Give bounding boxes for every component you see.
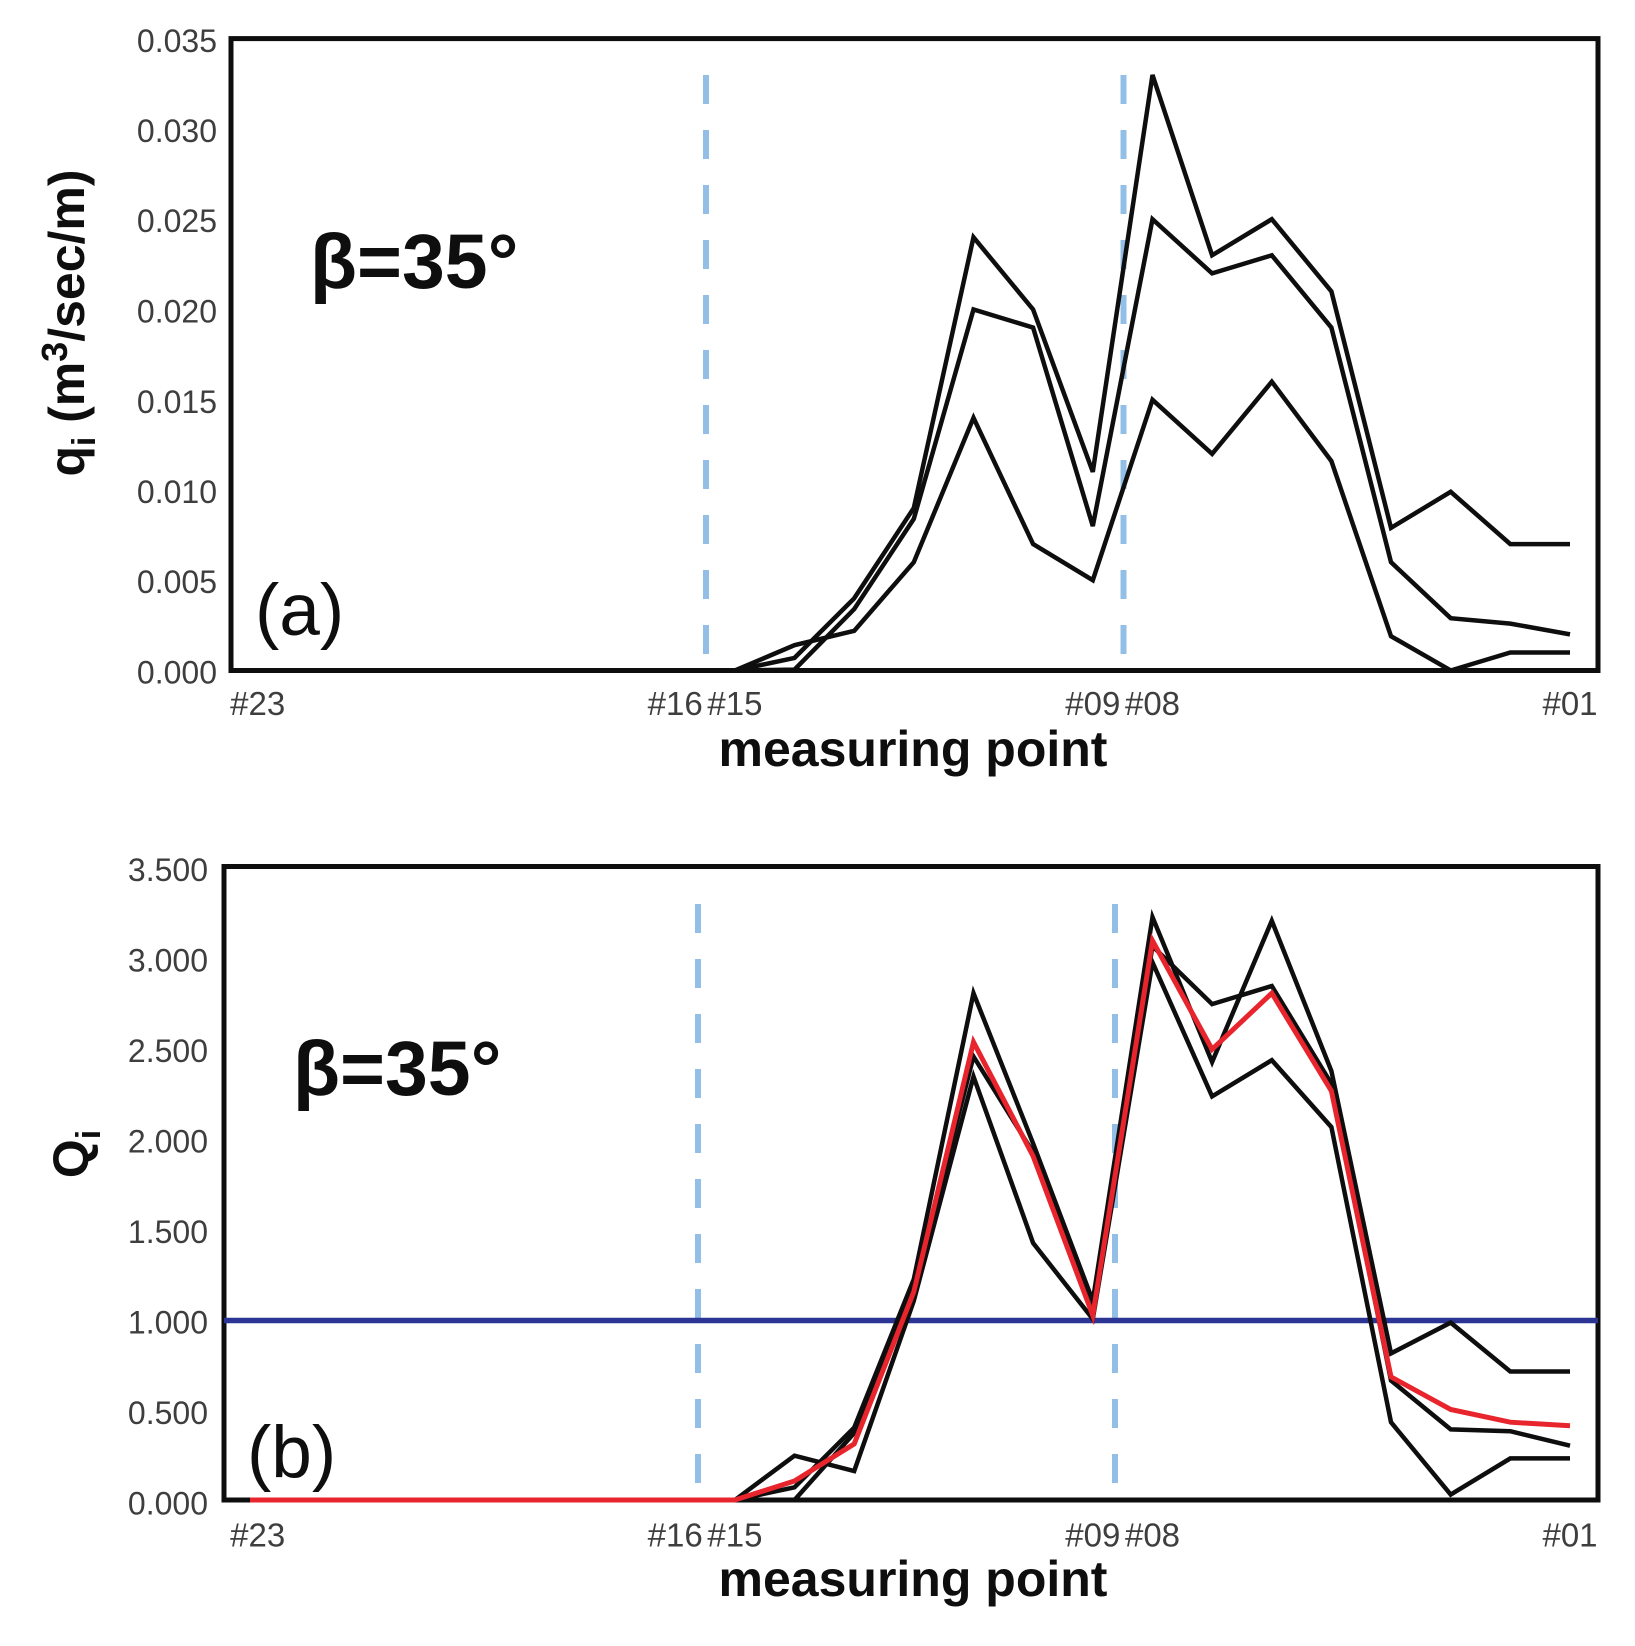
svg-text:#23: #23 <box>230 685 285 722</box>
svg-text:#09: #09 <box>1065 1517 1120 1554</box>
svg-text:#08: #08 <box>1125 1517 1180 1554</box>
svg-text:0.000: 0.000 <box>128 1486 208 1522</box>
svg-text:0.035: 0.035 <box>137 23 217 59</box>
svg-text:qi (m3/sec/m): qi (m3/sec/m) <box>34 169 102 476</box>
svg-text:#09: #09 <box>1065 685 1120 722</box>
svg-text:0.025: 0.025 <box>137 203 217 239</box>
svg-text:#08: #08 <box>1125 685 1180 722</box>
svg-text:β=35°: β=35° <box>310 219 518 305</box>
svg-text:(b): (b) <box>247 1412 336 1493</box>
svg-text:0.500: 0.500 <box>128 1395 208 1431</box>
svg-text:#15: #15 <box>707 685 762 722</box>
svg-text:#16: #16 <box>648 685 703 722</box>
svg-text:#01: #01 <box>1542 685 1597 722</box>
svg-text:0.005: 0.005 <box>137 564 217 600</box>
svg-text:#01: #01 <box>1542 1517 1597 1554</box>
svg-text:1.500: 1.500 <box>128 1214 208 1250</box>
svg-text:1.000: 1.000 <box>128 1305 208 1341</box>
svg-text:0.010: 0.010 <box>137 474 217 510</box>
svg-text:3.500: 3.500 <box>128 852 208 888</box>
svg-text:measuring point: measuring point <box>719 1551 1108 1607</box>
svg-text:2.000: 2.000 <box>128 1124 208 1160</box>
svg-text:measuring point: measuring point <box>719 721 1108 777</box>
svg-text:2.500: 2.500 <box>128 1033 208 1069</box>
svg-text:0.020: 0.020 <box>137 294 217 330</box>
svg-text:0.000: 0.000 <box>137 655 217 691</box>
svg-text:β=35°: β=35° <box>293 1026 501 1112</box>
svg-text:#16: #16 <box>648 1517 703 1554</box>
svg-text:#23: #23 <box>230 1517 285 1554</box>
svg-text:(a): (a) <box>255 570 344 651</box>
svg-text:0.030: 0.030 <box>137 113 217 149</box>
svg-text:#15: #15 <box>707 1517 762 1554</box>
svg-text:3.000: 3.000 <box>128 943 208 979</box>
svg-text:0.015: 0.015 <box>137 384 217 420</box>
